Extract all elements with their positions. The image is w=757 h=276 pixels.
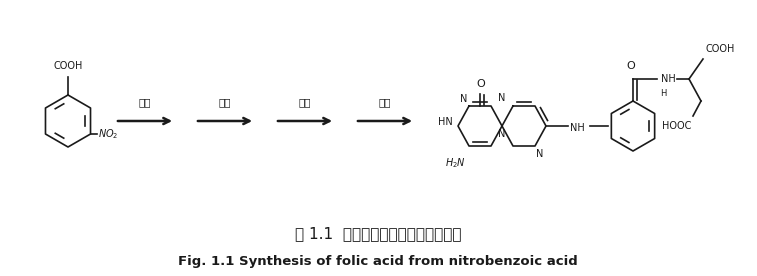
Text: $NO_2$: $NO_2$ (98, 127, 118, 141)
Text: N: N (498, 93, 506, 103)
Text: N: N (498, 129, 506, 139)
Text: 还原: 还原 (299, 97, 311, 107)
Text: N: N (459, 94, 467, 104)
Text: 环合: 环合 (378, 97, 391, 107)
Text: 氯化: 氯化 (139, 97, 151, 107)
Text: 图 1.1  以硕基苯甲酸为原料合成叶酸: 图 1.1 以硕基苯甲酸为原料合成叶酸 (294, 227, 461, 242)
Text: N: N (536, 149, 544, 159)
Text: 缩合: 缩合 (219, 97, 231, 107)
Text: O: O (627, 61, 635, 71)
Text: NH: NH (570, 123, 584, 133)
Text: COOH: COOH (705, 44, 734, 54)
Text: COOH: COOH (53, 61, 83, 71)
Text: HN: HN (438, 117, 453, 127)
Text: Fig. 1.1 Synthesis of folic acid from nitrobenzoic acid: Fig. 1.1 Synthesis of folic acid from ni… (178, 256, 578, 269)
Text: $H_2N$: $H_2N$ (445, 156, 466, 170)
Text: H: H (660, 89, 666, 98)
Text: NH: NH (661, 74, 676, 84)
Text: O: O (477, 79, 485, 89)
Text: HOOC: HOOC (662, 121, 691, 131)
